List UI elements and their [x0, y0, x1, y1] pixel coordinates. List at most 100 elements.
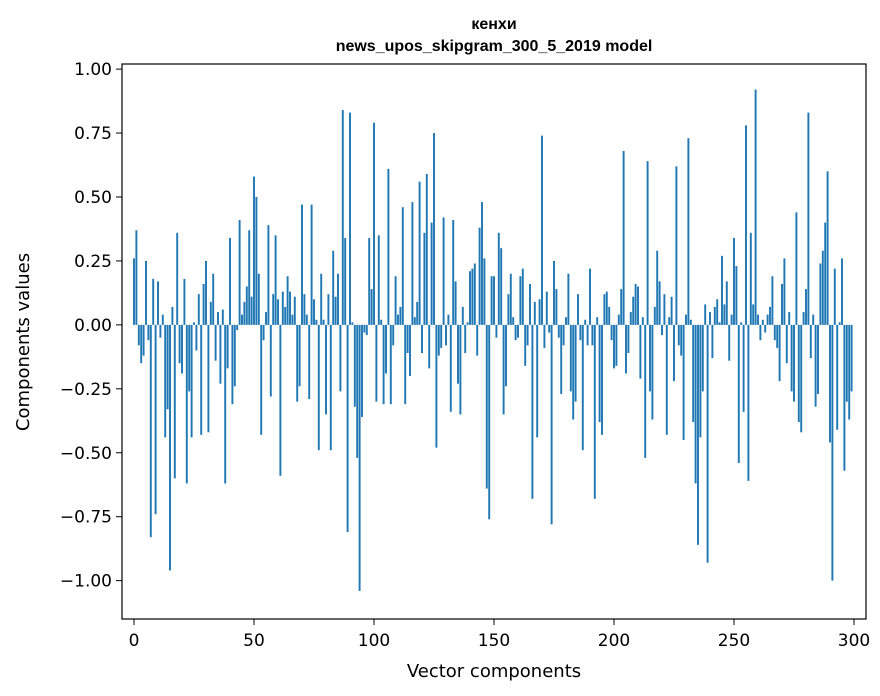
bar — [737, 324, 740, 463]
bar — [255, 197, 258, 325]
bar — [401, 207, 404, 325]
bar — [493, 276, 495, 325]
bar — [670, 296, 673, 325]
bar — [831, 324, 834, 581]
bar — [289, 291, 291, 325]
bar — [313, 299, 315, 325]
bar — [193, 322, 195, 325]
bar — [850, 324, 853, 392]
bar — [509, 273, 512, 325]
bar — [589, 268, 591, 325]
bar — [245, 286, 248, 325]
bar — [526, 324, 529, 346]
bar — [135, 230, 138, 325]
bar — [692, 324, 695, 423]
y-tick-label: −1.00 — [60, 572, 112, 592]
bar — [200, 324, 203, 435]
bar — [428, 324, 431, 369]
bar — [296, 324, 299, 402]
bar — [785, 324, 788, 364]
bar — [471, 268, 474, 325]
bar — [413, 317, 416, 325]
bar — [745, 125, 747, 325]
bar — [329, 324, 332, 451]
bar — [178, 324, 181, 364]
y-tick-label: 0.50 — [74, 188, 112, 208]
bar — [661, 324, 663, 336]
bar — [716, 299, 719, 325]
bar — [841, 258, 843, 325]
bar — [757, 314, 759, 325]
bar — [356, 324, 359, 458]
bar — [495, 324, 498, 338]
bar — [725, 281, 728, 325]
bar — [238, 220, 241, 325]
bar — [298, 324, 301, 387]
bar — [284, 306, 287, 325]
bar — [795, 212, 798, 325]
bar — [346, 324, 349, 533]
bar — [550, 324, 553, 525]
bar — [411, 202, 414, 325]
bar — [793, 324, 795, 402]
bar — [476, 324, 479, 356]
bar — [769, 306, 771, 325]
y-axis-label: Components values — [13, 253, 34, 431]
bar — [224, 324, 227, 484]
bar — [353, 324, 356, 407]
bar — [752, 304, 755, 325]
bar — [565, 317, 567, 325]
bar — [339, 324, 342, 392]
bar — [677, 324, 680, 346]
bar — [824, 222, 827, 325]
bar — [627, 324, 630, 354]
bar — [454, 281, 457, 325]
bar — [308, 324, 311, 400]
bar — [653, 306, 656, 325]
bar — [656, 250, 659, 325]
bar — [829, 324, 831, 443]
bar — [442, 217, 445, 325]
bar — [505, 324, 507, 387]
bar — [617, 314, 620, 325]
bar — [169, 324, 171, 571]
bar — [361, 324, 363, 417]
y-axis-ticks: 1.00 0.75 0.50 0.25 0.00 −0.25 −0.50 −0.75 −1.00 — [60, 60, 122, 592]
bar — [814, 324, 817, 407]
bar — [826, 171, 829, 325]
bar — [430, 222, 433, 325]
bar — [281, 291, 284, 325]
bar — [260, 324, 263, 435]
bar — [848, 324, 851, 420]
bar — [488, 324, 491, 520]
bar — [370, 289, 373, 325]
bar — [579, 324, 582, 341]
bar — [843, 324, 846, 471]
bar — [764, 324, 767, 333]
bar — [392, 324, 395, 346]
bar — [310, 204, 313, 325]
bar — [598, 324, 601, 423]
bar — [389, 324, 392, 405]
bar — [641, 317, 644, 325]
bar — [632, 296, 635, 325]
bar — [713, 306, 716, 325]
bar — [406, 324, 409, 354]
bar — [217, 312, 219, 325]
bar — [569, 324, 572, 392]
bar — [418, 181, 421, 325]
bar — [749, 232, 752, 325]
bar — [176, 232, 179, 325]
bar — [682, 324, 685, 440]
bar — [637, 286, 639, 325]
bar — [337, 273, 339, 325]
bar — [817, 324, 819, 394]
bar — [809, 324, 812, 359]
bar — [788, 312, 791, 325]
bar — [183, 278, 186, 325]
bar — [500, 248, 503, 325]
bar — [363, 324, 366, 333]
bar — [668, 317, 671, 325]
bar — [207, 324, 210, 433]
